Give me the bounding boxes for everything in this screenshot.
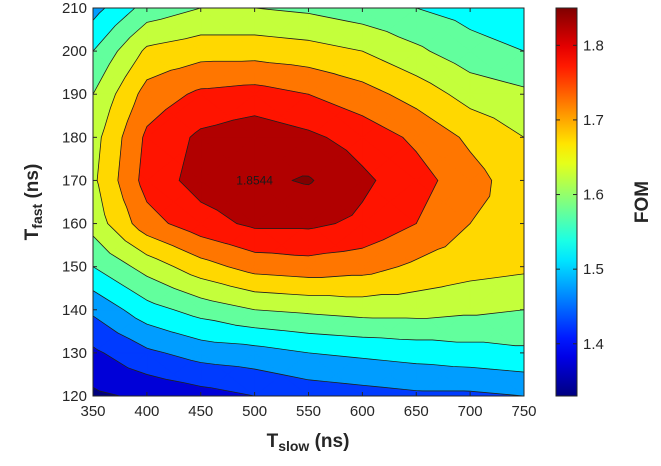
y-tick-label: 180 bbox=[62, 129, 87, 146]
y-tick-label: 140 bbox=[62, 302, 87, 319]
y-tick-label: 120 bbox=[62, 388, 87, 405]
contour-line bbox=[117, 60, 493, 278]
y-tick-label: 150 bbox=[62, 259, 87, 276]
contour-line bbox=[96, 34, 524, 298]
colorbar-tick-label: 1.4 bbox=[583, 336, 604, 353]
contour-line bbox=[93, 315, 524, 396]
contour-line bbox=[178, 115, 377, 230]
contour-line bbox=[138, 84, 439, 257]
colorbar: 1.4 1.5 1.6 1.7 1.8 FOM bbox=[555, 7, 653, 397]
contour-line bbox=[93, 346, 256, 396]
colorbar-tick-label: 1.5 bbox=[583, 261, 604, 278]
contour-annotations: 1.8544 bbox=[236, 173, 273, 187]
contour-lines bbox=[93, 8, 524, 396]
x-tick-label: 700 bbox=[458, 403, 483, 420]
contour-line bbox=[291, 175, 315, 186]
colorbar-tick-label: 1.7 bbox=[583, 112, 604, 129]
y-tick-label: 190 bbox=[62, 86, 87, 103]
x-tick-label: 400 bbox=[134, 403, 159, 420]
colorbar-ticks: 1.4 1.5 1.6 1.7 1.8 bbox=[556, 37, 604, 353]
contour-line bbox=[93, 8, 524, 347]
colorbar-tick-label: 1.6 bbox=[583, 187, 604, 204]
y-tick-label: 130 bbox=[62, 345, 87, 362]
y-tick-label: 170 bbox=[62, 172, 87, 189]
y-tick-label: 210 bbox=[62, 0, 87, 17]
contour-line bbox=[93, 8, 524, 319]
colorbar-gradient bbox=[555, 7, 578, 397]
contour-line bbox=[93, 8, 524, 373]
x-axis: 350 400 450 500 550 600 650 700 750 bbox=[80, 8, 537, 420]
colorbar-tick-label: 1.8 bbox=[583, 37, 604, 54]
colorbar-label: FOM bbox=[632, 181, 653, 223]
contour-band bbox=[178, 115, 377, 230]
y-tick-label: 160 bbox=[62, 216, 87, 233]
x-tick-label: 600 bbox=[350, 403, 375, 420]
peak-annotation: 1.8544 bbox=[236, 173, 273, 187]
x-axis-label: Tslow (ns) bbox=[267, 431, 350, 454]
x-tick-label: 550 bbox=[296, 403, 321, 420]
x-tick-label: 650 bbox=[404, 403, 429, 420]
x-tick-label: 750 bbox=[511, 403, 536, 420]
y-axis-label: Tfast (ns) bbox=[22, 164, 45, 241]
contour-fills bbox=[93, 8, 524, 396]
y-tick-label: 200 bbox=[62, 43, 87, 60]
x-tick-label: 350 bbox=[80, 403, 105, 420]
x-tick-label: 450 bbox=[188, 403, 213, 420]
x-tick-label: 500 bbox=[242, 403, 267, 420]
y-axis: 120 130 140 150 160 170 180 190 200 210 bbox=[62, 0, 524, 405]
contour-line bbox=[93, 386, 121, 396]
